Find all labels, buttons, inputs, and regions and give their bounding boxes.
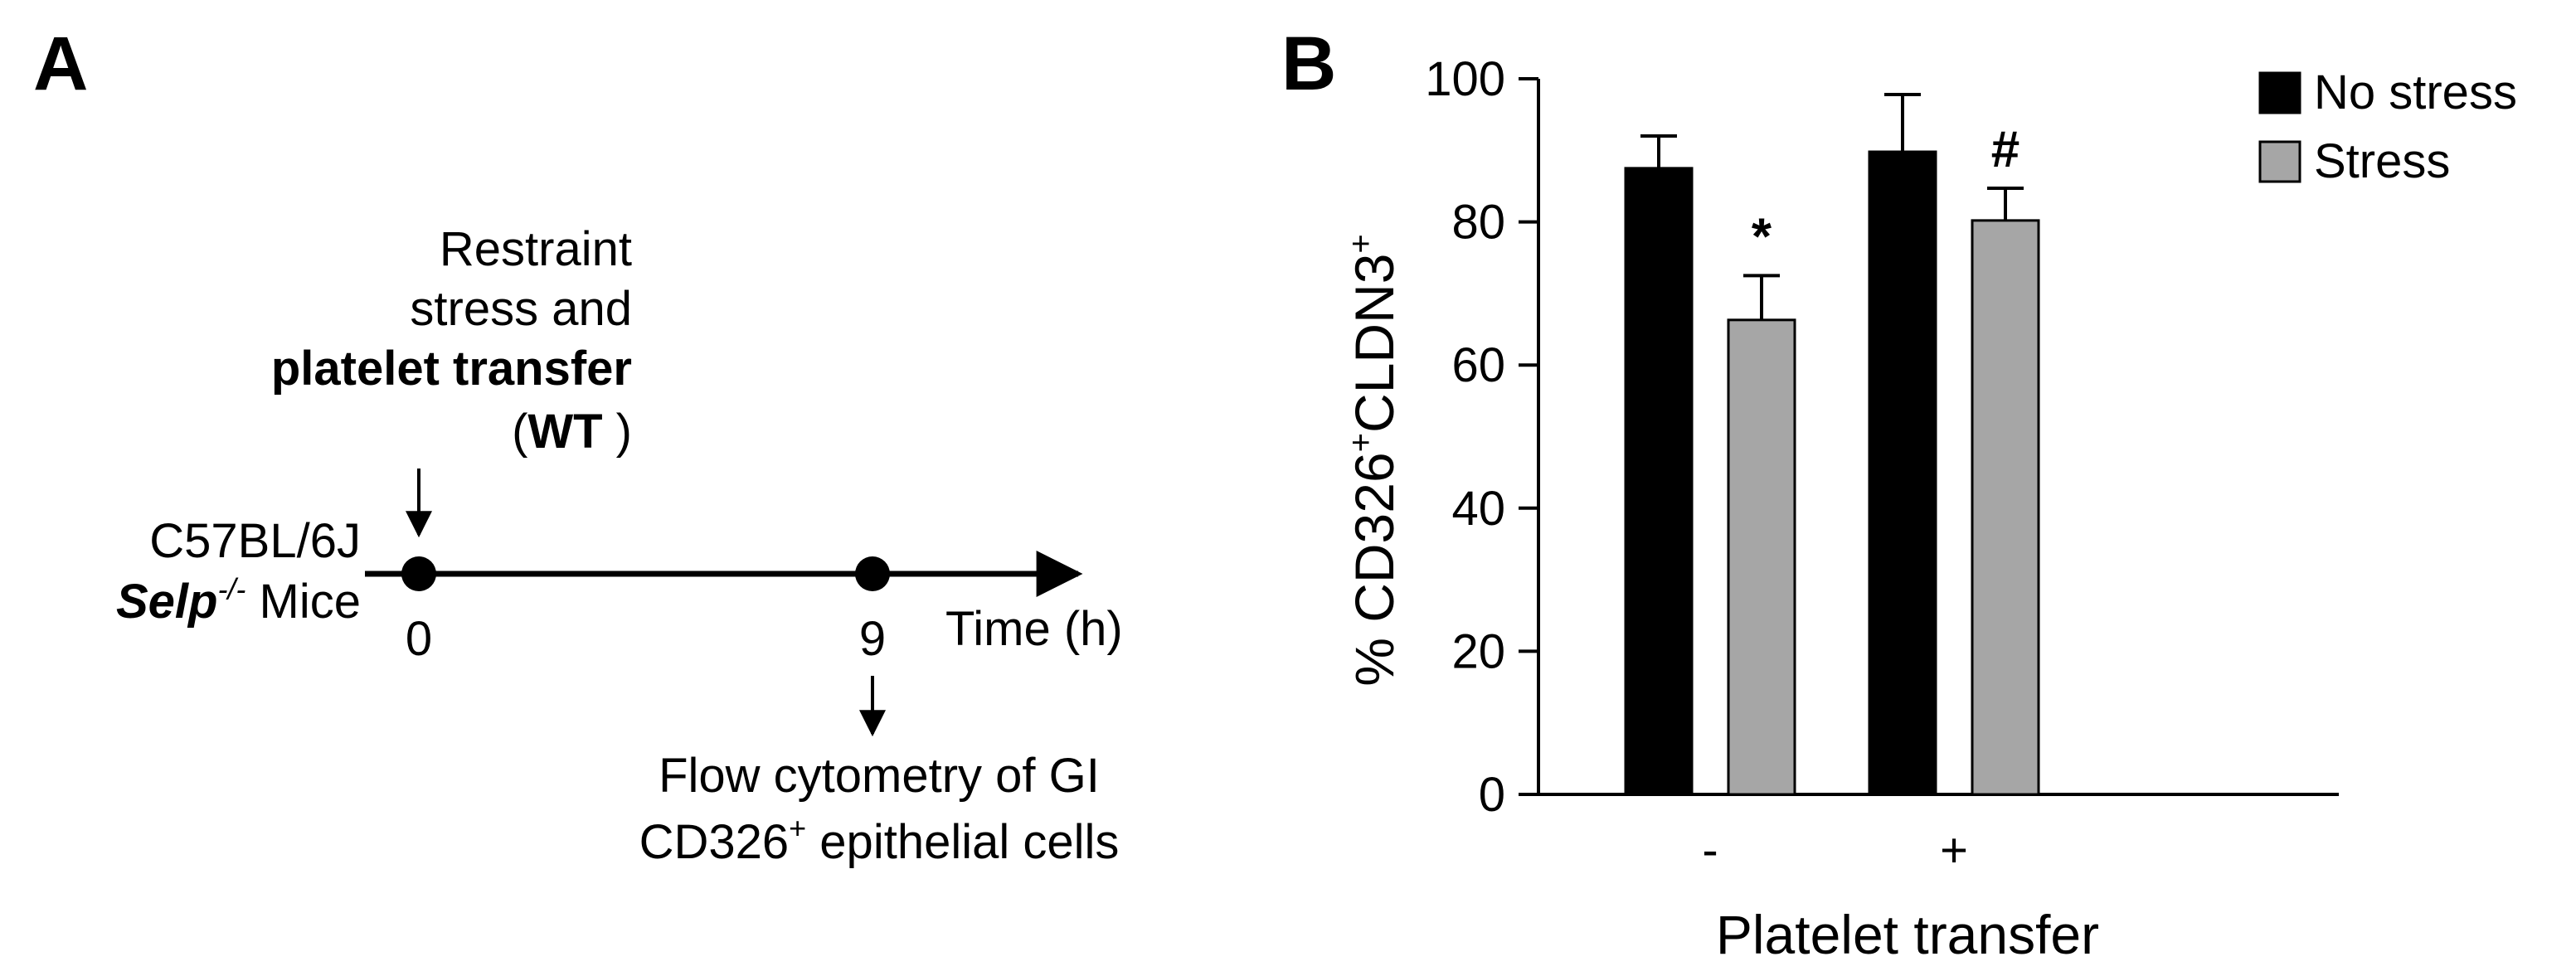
timepoint-9-dot bbox=[855, 556, 890, 591]
legend-swatch-no-stress bbox=[2258, 71, 2301, 114]
significance-mark-stress-minus: * bbox=[1752, 208, 1772, 265]
y-tick-label-60: 60 bbox=[1451, 338, 1505, 392]
legend: No stress Stress bbox=[2258, 66, 2517, 188]
panel-a-label: A bbox=[33, 22, 88, 106]
bars: *# bbox=[1624, 92, 2040, 796]
legend-label-no-stress: No stress bbox=[2314, 66, 2517, 119]
strain-label: C57BL/6J bbox=[149, 514, 361, 568]
legend-swatch-stress bbox=[2258, 140, 2301, 183]
category-label-minus: - bbox=[1702, 823, 1718, 877]
bar-stress-plus bbox=[1971, 219, 2040, 796]
y-tick-label-80: 80 bbox=[1451, 196, 1505, 250]
timepoint-0-label: 0 bbox=[406, 612, 432, 666]
event-line-genotype: (WT ) bbox=[512, 405, 632, 459]
y-tick-label-40: 40 bbox=[1451, 482, 1505, 536]
y-ticks: 0 20 40 60 80 100 bbox=[1425, 52, 1538, 822]
y-axis-label: % CD326+CLDN3+ bbox=[1343, 234, 1405, 687]
x-axis-label: Platelet transfer bbox=[1716, 904, 2099, 965]
bar-no-stress-minus bbox=[1624, 167, 1694, 796]
genotype-label: Selp-/- Mice bbox=[116, 572, 361, 629]
bar-stress-minus bbox=[1727, 318, 1796, 796]
event-line-2: stress and bbox=[410, 282, 632, 336]
event-line-bold: platelet transfer bbox=[271, 342, 632, 396]
timepoint-0-dot bbox=[401, 556, 436, 591]
y-tick-label-100: 100 bbox=[1425, 52, 1505, 106]
time-axis-label: Time (h) bbox=[945, 602, 1123, 656]
legend-label-stress: Stress bbox=[2314, 134, 2450, 188]
event-line-1: Restraint bbox=[440, 222, 632, 276]
panel-a: A Restraint stress and platelet transfer… bbox=[33, 22, 1123, 869]
y-tick-label-0: 0 bbox=[1479, 768, 1505, 822]
category-label-plus: + bbox=[1940, 823, 1968, 877]
y-tick-label-20: 20 bbox=[1451, 624, 1505, 678]
significance-mark-stress-plus: # bbox=[1991, 121, 2019, 178]
readout-line-2: CD326+ epithelial cells bbox=[639, 811, 1120, 869]
bar-no-stress-plus bbox=[1868, 150, 1937, 796]
readout-line-1: Flow cytometry of GI bbox=[659, 749, 1100, 803]
panel-b-label: B bbox=[1281, 22, 1336, 106]
timepoint-9-label: 9 bbox=[859, 612, 886, 666]
